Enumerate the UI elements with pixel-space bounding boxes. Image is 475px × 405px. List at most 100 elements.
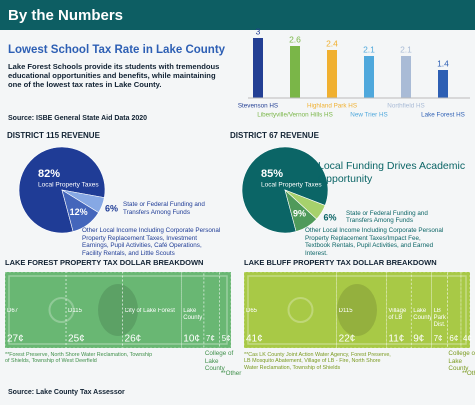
bill-segment bbox=[243, 271, 337, 349]
bar bbox=[401, 56, 411, 98]
category-label: Northfield HS bbox=[387, 103, 424, 110]
bill-segment bbox=[386, 271, 412, 349]
segment-name: Village of LB bbox=[388, 308, 407, 322]
segment-name-box: Village of LB bbox=[388, 308, 407, 322]
segment-name: College of Lake County bbox=[448, 350, 475, 373]
bill-segment bbox=[410, 271, 432, 349]
segment-value: 10¢ bbox=[183, 334, 200, 345]
bill-segment bbox=[336, 271, 387, 349]
segment-name-box: D65 bbox=[246, 308, 258, 314]
bill-portrait bbox=[337, 284, 377, 336]
segment-value: 11¢ bbox=[388, 334, 404, 345]
value-label: 2.4 bbox=[326, 38, 338, 48]
pie-slice bbox=[284, 189, 318, 232]
intro-text: Lake Forest Schools provide its students… bbox=[8, 62, 220, 90]
bill-segment bbox=[4, 271, 67, 349]
bill-segment bbox=[219, 271, 232, 349]
pie-heading: Local Funding Drives Academic Opportunit… bbox=[318, 160, 466, 185]
pie-value-label: 9% bbox=[293, 208, 306, 218]
pie-title: DISTRICT 67 REVENUE bbox=[230, 131, 320, 140]
segment-name: D67 bbox=[7, 308, 19, 314]
segment-name-box: Lake County bbox=[413, 308, 431, 322]
segment-value: 9¢ bbox=[413, 334, 424, 345]
pie-category-label-box: State or Federal Funding and Transfers A… bbox=[346, 209, 428, 225]
bill-seal bbox=[287, 297, 314, 323]
segment-name-box: LB Park Dist. bbox=[433, 308, 446, 329]
segment-value: 26¢ bbox=[125, 334, 142, 345]
bill bbox=[244, 272, 470, 348]
bill bbox=[5, 272, 231, 348]
segment-name: D115 bbox=[68, 308, 82, 314]
pie-category-label: Local Property Taxes bbox=[38, 182, 99, 189]
bill-border bbox=[8, 275, 228, 345]
pie-value-label: 85% bbox=[261, 168, 283, 180]
dollar-note-box: **Forest Preserve, North Shore Water Rec… bbox=[5, 352, 153, 365]
bill-segment bbox=[65, 271, 123, 349]
pie-category-label: Local Property Taxes bbox=[261, 182, 322, 189]
segment-value: 5¢ bbox=[222, 334, 231, 343]
bar bbox=[438, 70, 448, 98]
dollar-title: LAKE FOREST PROPERTY TAX DOLLAR BREAKDOW… bbox=[5, 258, 203, 267]
page-title: By the Numbers bbox=[8, 7, 123, 24]
segment-name: D115 bbox=[338, 308, 353, 314]
pie-category-label: State or Federal Funding and Transfers A… bbox=[346, 209, 428, 225]
dollar-note-box: **Cas LK County Joint Action Water Agenc… bbox=[244, 352, 391, 371]
dollar-title: LAKE BLUFF PROPERTY TAX DOLLAR BREAKDOWN bbox=[244, 258, 437, 267]
bar bbox=[290, 46, 300, 98]
bill-segment bbox=[447, 271, 462, 349]
segment-name: **Other bbox=[461, 370, 475, 377]
intro-source: Source: ISBE General State Aid Data 2020 bbox=[8, 115, 147, 122]
segment-value: 41¢ bbox=[246, 334, 263, 345]
pie-value-label: 6% bbox=[105, 203, 118, 213]
category-label: New Trier HS bbox=[350, 112, 387, 119]
value-label: 1.4 bbox=[437, 58, 449, 68]
pie-title: DISTRICT 115 REVENUE bbox=[7, 131, 101, 140]
segment-value: 27¢ bbox=[7, 334, 24, 345]
category-label: Libertyville/Vernon Hills HS bbox=[257, 112, 333, 119]
pie-value-label: 82% bbox=[38, 168, 60, 180]
intro-heading: Lowest School Tax Rate in Lake County bbox=[8, 44, 226, 56]
segment-name: City of Lake Forest bbox=[124, 308, 175, 314]
pie-category-label: Other Local Income Including Corporate P… bbox=[305, 227, 444, 257]
bill-portrait bbox=[98, 284, 138, 336]
pie-value-label: 6% bbox=[324, 212, 337, 222]
category-label: Highland Park HS bbox=[307, 103, 357, 110]
pie-heading-box: Local Funding Drives Academic Opportunit… bbox=[318, 160, 466, 185]
segment-name: Lake County bbox=[183, 308, 203, 322]
pie-value-label: 12% bbox=[70, 207, 88, 217]
segment-name: Lake County bbox=[413, 308, 431, 322]
segment-name-box: **Other bbox=[461, 370, 475, 377]
pie-slice bbox=[61, 189, 99, 232]
value-label: 3 bbox=[256, 26, 261, 36]
segment-value: 22¢ bbox=[339, 334, 356, 345]
pie-category-label-box: Other Local Income Including Corporate P… bbox=[305, 227, 444, 257]
segment-name-box: Lake County bbox=[183, 308, 203, 322]
segment-name: LB Park Dist. bbox=[433, 308, 446, 329]
category-label: Stevenson HS bbox=[238, 103, 278, 110]
segment-name: **Other bbox=[220, 370, 242, 377]
bar bbox=[253, 38, 263, 98]
segment-name: D65 bbox=[246, 308, 258, 314]
segment-value: 6¢ bbox=[449, 334, 458, 343]
segment-name-box: D67 bbox=[7, 308, 19, 314]
header-band bbox=[0, 0, 475, 30]
segment-name-box: D115 bbox=[68, 308, 82, 314]
pie-category-label: State or Federal Funding and Transfers A… bbox=[123, 200, 205, 216]
pie-category-label: Other Local Income Including Corporate P… bbox=[82, 227, 221, 257]
segment-value: 25¢ bbox=[68, 334, 85, 345]
segment-name-box: **Other bbox=[220, 370, 242, 377]
segment-name-box: College of Lake County bbox=[448, 350, 475, 373]
dollar-note: **Forest Preserve, North Shore Water Rec… bbox=[5, 352, 153, 365]
bill-segment bbox=[460, 271, 471, 349]
bill-segment bbox=[122, 271, 182, 349]
segment-name-box: City of Lake Forest bbox=[124, 308, 175, 314]
pie-category-label-box: State or Federal Funding and Transfers A… bbox=[123, 200, 205, 216]
bar bbox=[364, 56, 374, 98]
pie-slice bbox=[241, 146, 329, 234]
value-label: 2.6 bbox=[289, 34, 301, 44]
tax-source: Source: Lake County Tax Assessor bbox=[8, 389, 125, 396]
value-label: 2.1 bbox=[400, 44, 412, 54]
segment-name-box: College of Lake County bbox=[205, 350, 233, 372]
intro-text-box: Lake Forest Schools provide its students… bbox=[8, 62, 220, 90]
